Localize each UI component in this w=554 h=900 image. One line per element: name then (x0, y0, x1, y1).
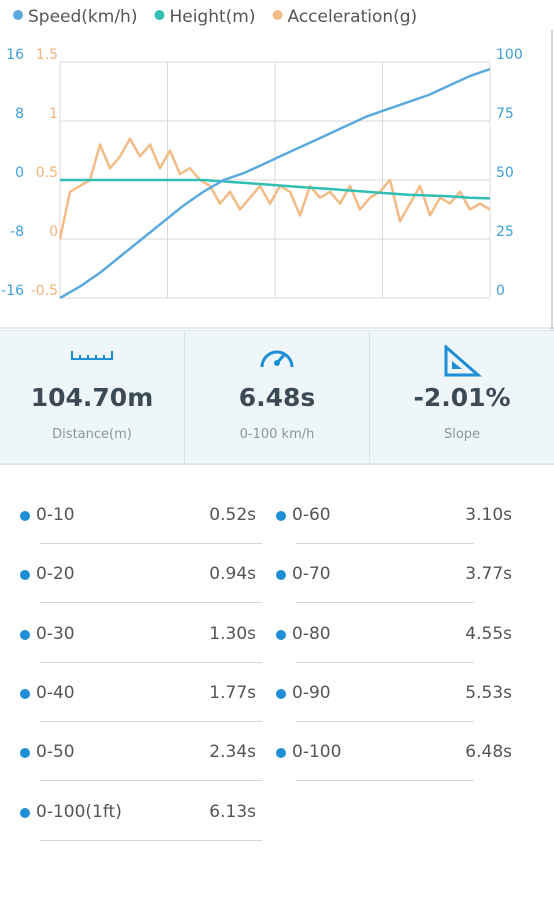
split-time: 0.52s (209, 505, 256, 525)
ruler-icon (71, 351, 113, 360)
split-label: 0-50 (36, 742, 75, 763)
gauge-icon (260, 350, 294, 368)
divider (296, 602, 474, 604)
series-line (59, 67, 491, 300)
split-label: 0-100(1ft) (36, 801, 122, 822)
split-label: 0-10 (36, 505, 75, 525)
divider (296, 720, 474, 722)
split-row: 0-10 0.52s (20, 501, 262, 544)
bullet (276, 570, 286, 581)
split-label: 0-90 (292, 682, 331, 703)
split-time: 2.34s (209, 742, 256, 763)
y3-tick-label: -0.5 (31, 283, 58, 299)
stat-slope: -2.01% Slope (370, 331, 554, 463)
split-row: 0-80 4.55s (276, 620, 512, 663)
bullet (20, 629, 30, 640)
y-tick-label: 8 (15, 106, 24, 122)
legend-label: Speed(km/h) (28, 7, 137, 27)
split-time: 0.94s (209, 564, 256, 585)
divider (296, 780, 474, 782)
split-row: 0-90 5.53s (276, 679, 512, 722)
stat-label: 0-100 km/h (239, 427, 315, 442)
divider (296, 661, 474, 663)
split-time: 6.48s (465, 742, 512, 763)
y2-tick-label: 25 (496, 224, 514, 240)
y3-tick-label: 0 (49, 224, 58, 240)
chart: -16 -8 0 8 16 -0.5 0 0.5 1 1.5 0 25 50 75 100 Speed(km/… (0, 7, 554, 330)
split-time: 5.53s (465, 682, 512, 703)
stat-time: 6.48s 0-100 km/h (185, 331, 370, 463)
y2-tick-label: 0 (496, 283, 505, 299)
bullet (20, 570, 30, 581)
legend-label: Height(m) (169, 7, 255, 27)
split-row: 0-20 0.94s (20, 560, 262, 604)
bullet (20, 748, 30, 759)
y3-tick-label: 1.5 (36, 47, 58, 63)
split-label: 0-20 (36, 564, 75, 585)
divider (40, 543, 262, 544)
series-line (60, 178, 491, 200)
bullet (20, 807, 30, 818)
stat-distance: 104.70m Distance(m) (0, 331, 185, 463)
split-label: 0-80 (292, 623, 331, 644)
split-time: 3.10s (465, 505, 512, 525)
split-row: 0-100(1ft) 6.13s (20, 798, 262, 841)
split-time: 4.55s (465, 623, 512, 644)
divider (40, 602, 262, 604)
divider (40, 780, 262, 782)
y-tick-label: 0 (15, 165, 24, 181)
legend-swatch (13, 10, 23, 20)
bullet (20, 511, 30, 521)
y-tick-label: -16 (1, 283, 24, 299)
split-label: 0-40 (36, 682, 75, 703)
stat-label: Slope (443, 427, 481, 442)
stat-value: -2.01% (413, 383, 511, 412)
bullet (276, 688, 286, 699)
split-time: 1.30s (209, 623, 256, 644)
y3-tick-label: 1 (49, 106, 58, 122)
stat-value: 6.48s (238, 383, 316, 412)
split-row: 0-100 6.48s (276, 738, 512, 782)
divider (40, 839, 262, 841)
series-line (58, 137, 491, 240)
slope-icon (444, 345, 482, 377)
stat-value: 104.70m (30, 383, 154, 412)
legend-swatch (272, 10, 283, 20)
y3-tick-label: 0.5 (36, 165, 58, 181)
y2-tick-label: 100 (496, 47, 523, 63)
split-row: 0-60 3.10s (276, 501, 512, 544)
split-label: 0-30 (36, 623, 75, 644)
divider (40, 661, 262, 663)
stats-panel: 104.70m Distance(m) 6.48s 0-100 km/h -2.… (0, 330, 554, 465)
split-label: 0-60 (292, 505, 331, 525)
split-label: 0-100 (292, 742, 342, 763)
y-tick-label: 16 (6, 47, 24, 63)
split-row: 0-30 1.30s (20, 620, 262, 663)
split-row: 0-50 2.34s (20, 738, 262, 782)
split-time: 1.77s (209, 682, 256, 703)
y2-tick-label: 50 (496, 165, 514, 181)
bullet (276, 748, 286, 759)
y2-tick-label: 75 (496, 106, 514, 122)
bullet (20, 688, 30, 699)
split-row: 0-40 1.77s (20, 679, 262, 722)
y-tick-label: -8 (10, 224, 24, 240)
stat-label: Distance(m) (52, 427, 132, 442)
split-label: 0-70 (292, 564, 331, 585)
divider (40, 720, 262, 722)
split-row: 0-70 3.77s (276, 560, 512, 604)
bullet (276, 511, 286, 521)
divider (296, 543, 474, 544)
legend-label: Acceleration(g) (288, 7, 418, 27)
legend-swatch (154, 10, 165, 20)
split-time: 3.77s (465, 564, 512, 585)
bullet (276, 629, 286, 640)
split-time: 6.13s (209, 801, 256, 822)
